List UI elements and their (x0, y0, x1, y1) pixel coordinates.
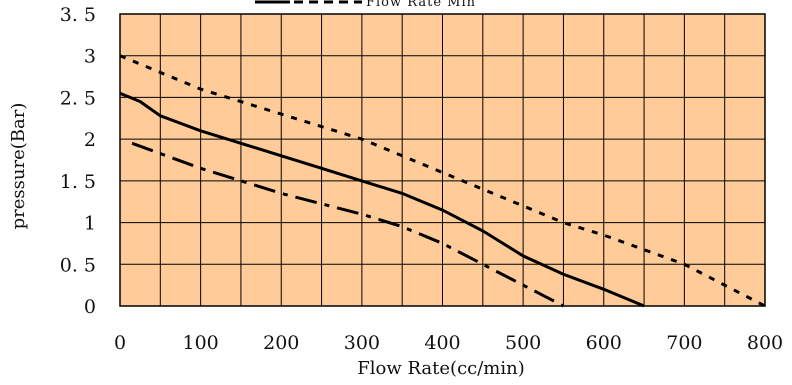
y-tick-label: 3 (84, 46, 96, 68)
y-tick-label: 2. 5 (60, 87, 96, 109)
legend: Flow Rate Min (255, 0, 476, 10)
y-tick-labels: 0 0. 5 1 1. 5 2 2. 5 3 3. 5 (60, 4, 96, 318)
series-layer (119, 54, 766, 308)
x-tick-label: 0 (114, 332, 126, 354)
y-tick-label: 1 (84, 213, 96, 235)
x-tick-label: 400 (424, 332, 460, 354)
x-tick-label: 500 (505, 332, 541, 354)
legend-label: Flow Rate Min (366, 0, 476, 10)
x-axis-title: Flow Rate(cc/min) (357, 358, 524, 379)
plot-frame (119, 13, 766, 307)
series-line-dashdot (131, 141, 565, 308)
x-tick-label: 100 (182, 332, 218, 354)
y-axis-title: pressure(Bar) (8, 103, 29, 230)
x-tick-label: 300 (344, 332, 380, 354)
y-tick-label: 3. 5 (60, 4, 96, 26)
x-tick-labels: 0 100 200 300 400 500 600 700 800 (114, 332, 783, 354)
series-line-solid (119, 91, 645, 308)
x-tick-label: 700 (666, 332, 702, 354)
grid (120, 14, 765, 306)
y-tick-label: 1. 5 (60, 171, 96, 193)
series-line-dotted (119, 54, 766, 308)
x-tick-label: 600 (586, 332, 622, 354)
y-tick-label: 0 (84, 296, 96, 318)
y-tick-label: 2 (84, 129, 96, 151)
x-tick-label: 800 (747, 332, 783, 354)
x-tick-label: 200 (263, 332, 299, 354)
y-tick-label: 0. 5 (60, 254, 96, 276)
